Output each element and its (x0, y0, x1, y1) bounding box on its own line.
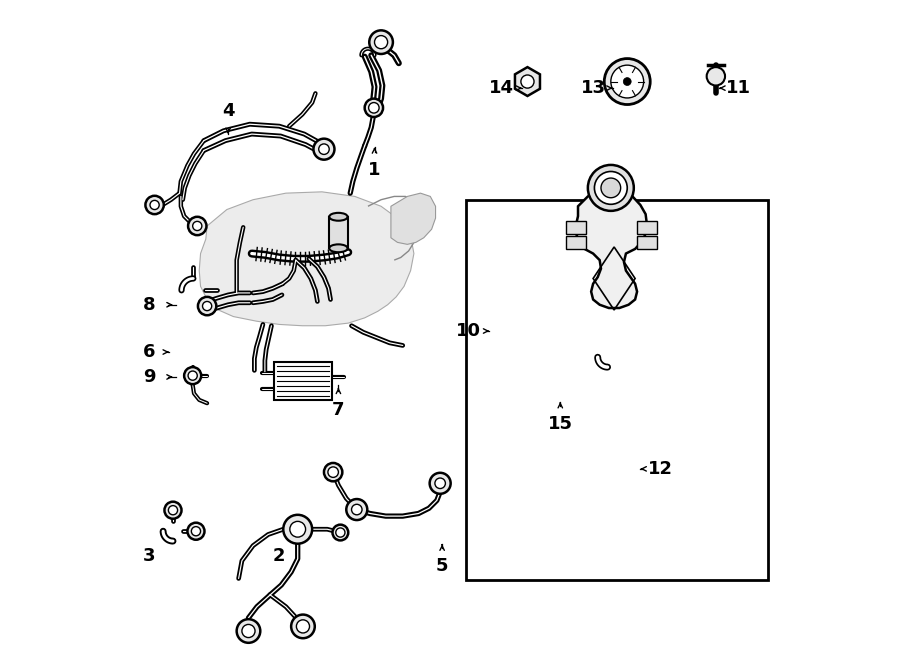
Text: 4: 4 (222, 102, 234, 120)
Circle shape (594, 171, 627, 205)
Text: 7: 7 (332, 401, 345, 419)
Circle shape (374, 36, 388, 49)
Circle shape (237, 619, 260, 643)
Circle shape (202, 301, 211, 310)
Text: 10: 10 (456, 322, 481, 340)
Circle shape (296, 620, 310, 633)
Text: 12: 12 (648, 460, 672, 478)
Circle shape (313, 138, 335, 160)
Circle shape (487, 372, 502, 388)
Bar (637, 236, 657, 249)
Circle shape (319, 144, 329, 154)
Bar (466, 200, 769, 581)
Circle shape (521, 75, 534, 88)
Circle shape (490, 375, 500, 385)
Circle shape (146, 196, 164, 214)
Text: 15: 15 (548, 415, 572, 433)
Circle shape (150, 201, 159, 210)
Circle shape (604, 58, 650, 105)
Circle shape (628, 352, 639, 363)
Bar (274, 362, 332, 400)
Circle shape (601, 178, 621, 198)
Circle shape (328, 467, 338, 477)
Circle shape (291, 614, 315, 638)
Text: 8: 8 (143, 296, 156, 314)
Circle shape (369, 103, 379, 113)
Circle shape (324, 463, 342, 481)
Text: 6: 6 (143, 343, 156, 361)
Circle shape (192, 526, 201, 536)
Text: 3: 3 (143, 547, 156, 565)
Circle shape (588, 165, 634, 211)
Circle shape (168, 506, 177, 515)
Text: 13: 13 (580, 79, 606, 97)
Circle shape (188, 371, 197, 380)
Circle shape (284, 515, 312, 544)
Polygon shape (199, 192, 414, 326)
Circle shape (429, 473, 451, 494)
Circle shape (346, 499, 367, 520)
Circle shape (193, 221, 202, 230)
Text: 1: 1 (368, 161, 381, 179)
Circle shape (611, 65, 644, 98)
Circle shape (625, 348, 643, 367)
Circle shape (290, 522, 306, 537)
Text: 5: 5 (436, 557, 448, 575)
Text: 9: 9 (143, 368, 156, 386)
Polygon shape (576, 188, 647, 308)
Text: 11: 11 (726, 79, 752, 97)
Polygon shape (391, 193, 436, 244)
Circle shape (188, 216, 206, 235)
Circle shape (187, 523, 204, 540)
Circle shape (364, 99, 383, 117)
Circle shape (639, 389, 655, 404)
Circle shape (624, 77, 631, 85)
Circle shape (165, 502, 182, 519)
Circle shape (198, 297, 216, 315)
Circle shape (352, 504, 362, 515)
Ellipse shape (329, 213, 347, 220)
Circle shape (706, 67, 725, 85)
Bar (566, 236, 586, 249)
Circle shape (242, 624, 255, 638)
Circle shape (184, 367, 202, 384)
Bar (637, 220, 657, 234)
Circle shape (643, 392, 652, 401)
Ellipse shape (329, 244, 347, 252)
Circle shape (332, 525, 348, 540)
Circle shape (369, 30, 393, 54)
Bar (566, 220, 586, 234)
Circle shape (435, 478, 446, 489)
Text: 2: 2 (273, 547, 285, 565)
Circle shape (336, 528, 345, 537)
Text: 14: 14 (489, 79, 514, 97)
Bar (329, 216, 347, 248)
